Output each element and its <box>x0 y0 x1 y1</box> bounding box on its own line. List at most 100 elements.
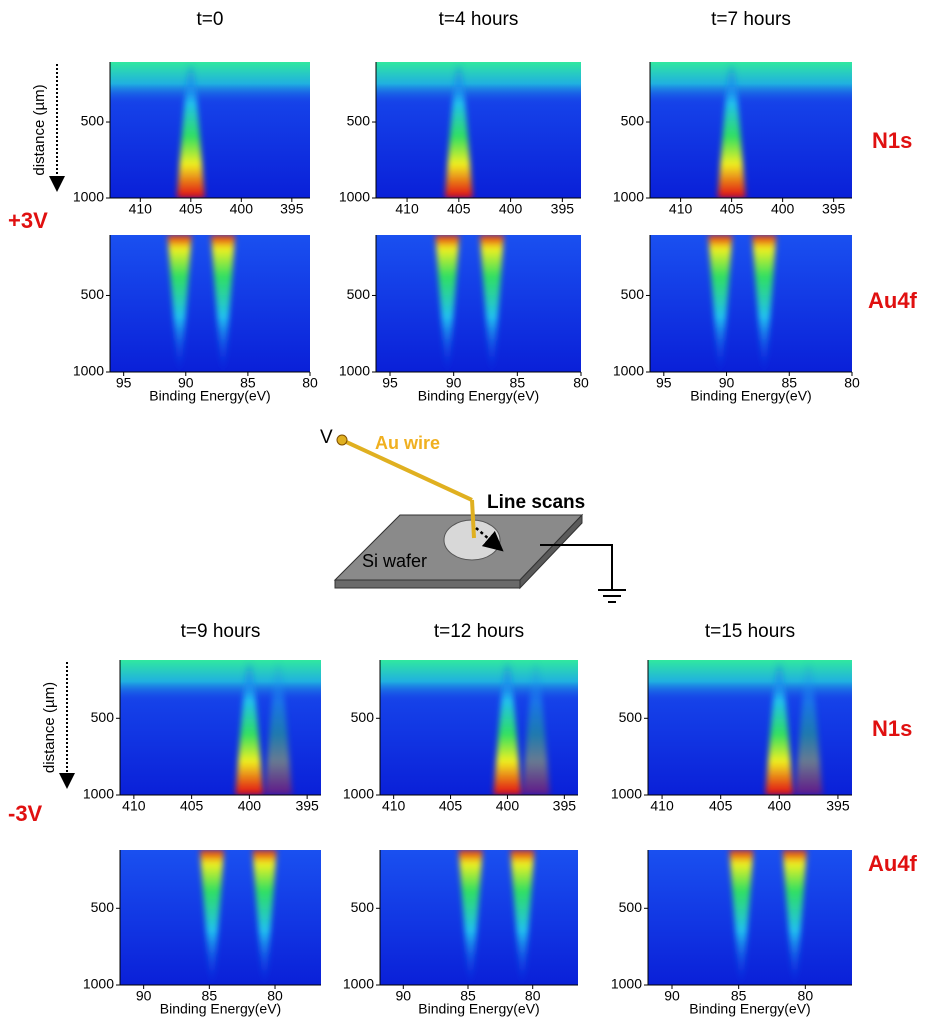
heatmap <box>120 660 321 795</box>
au4f-label: Au4f <box>868 288 918 313</box>
y-tick-label: 500 <box>351 709 375 725</box>
peak <box>521 660 550 795</box>
heatmap <box>648 660 852 795</box>
x-tick-label: 90 <box>396 988 412 1004</box>
heatmap <box>650 235 852 372</box>
peak <box>510 850 535 985</box>
x-tick-label: 410 <box>395 201 419 217</box>
substrate-label: Si wafer <box>362 551 427 571</box>
bias-label: +3V <box>8 208 48 233</box>
x-tick-label: 90 <box>178 375 194 391</box>
y-tick-label: 1000 <box>611 786 642 802</box>
x-tick-label: 80 <box>798 988 814 1004</box>
y-tick-label: 500 <box>81 286 105 302</box>
x-tick-label: 80 <box>525 988 541 1004</box>
x-tick-label: 85 <box>240 375 256 391</box>
y-tick-label: 500 <box>347 286 371 302</box>
x-tick-label: 405 <box>179 201 203 217</box>
x-tick-label: 90 <box>446 375 462 391</box>
y-tick-label: 1000 <box>611 976 642 992</box>
x-axis-label: Binding Energy(eV) <box>689 1001 810 1017</box>
surface-band <box>650 62 852 106</box>
y-tick-label: 1000 <box>83 976 114 992</box>
x-tick-label: 395 <box>553 798 577 814</box>
y-tick-label: 500 <box>347 113 371 129</box>
heatmap <box>110 235 310 372</box>
x-tick-label: 400 <box>499 201 523 217</box>
peak <box>444 62 473 198</box>
bias-label: -3V <box>8 801 43 826</box>
x-tick-label: 90 <box>136 988 152 1004</box>
y-tick-label: 1000 <box>73 189 104 205</box>
x-tick-label: 410 <box>382 798 406 814</box>
y-tick-label: 1000 <box>73 363 104 379</box>
surface-band <box>376 62 581 106</box>
y-tick-label: 1000 <box>83 786 114 802</box>
scan-label: Line scans <box>487 492 585 513</box>
y-tick-label: 500 <box>621 113 645 129</box>
au4f-label: Au4f <box>868 851 918 876</box>
heatmap <box>648 850 852 985</box>
x-tick-label: 395 <box>826 798 850 814</box>
y-tick-label: 500 <box>621 286 645 302</box>
y-tick-label: 1000 <box>343 976 374 992</box>
peak <box>235 660 264 795</box>
x-tick-label: 395 <box>822 201 846 217</box>
x-tick-label: 400 <box>230 201 254 217</box>
x-tick-label: 95 <box>382 375 398 391</box>
y-tick-label: 500 <box>91 899 115 915</box>
heatmap <box>376 62 581 198</box>
y-axis-label: distance (µm) <box>31 84 48 175</box>
x-tick-label: 90 <box>719 375 735 391</box>
peak <box>782 850 807 985</box>
heatmap <box>376 235 581 372</box>
x-tick-label: 405 <box>180 798 204 814</box>
y-tick-label: 1000 <box>613 189 644 205</box>
heatmap-background <box>110 235 310 372</box>
x-tick-label: 400 <box>771 201 795 217</box>
x-tick-label: 400 <box>496 798 520 814</box>
x-axis-label: Binding Energy(eV) <box>690 388 811 404</box>
x-tick-label: 405 <box>720 201 744 217</box>
x-tick-label: 80 <box>844 375 860 391</box>
x-tick-label: 395 <box>551 201 575 217</box>
heatmap <box>380 660 578 795</box>
x-tick-label: 85 <box>781 375 797 391</box>
peak <box>458 850 483 985</box>
peak <box>493 660 522 795</box>
surface-band <box>110 62 310 106</box>
heatmap <box>650 62 852 198</box>
schematic: V Au wire Line scans Si wafer <box>320 427 626 603</box>
x-tick-label: 410 <box>650 798 674 814</box>
x-tick-label: 400 <box>768 798 792 814</box>
peak <box>479 235 504 372</box>
x-axis-label: Binding Energy(eV) <box>160 1001 281 1017</box>
y-tick-label: 500 <box>619 899 643 915</box>
surface-band <box>380 660 578 704</box>
peak <box>729 850 754 985</box>
surface-band <box>120 660 321 704</box>
y-tick-label: 1000 <box>613 363 644 379</box>
y-axis-label: distance (µm) <box>41 682 58 773</box>
x-tick-label: 95 <box>116 375 132 391</box>
peak <box>435 235 460 372</box>
panel-title: t=15 hours <box>705 621 795 642</box>
peak <box>264 660 293 795</box>
n1s-label: N1s <box>872 128 912 153</box>
peak <box>211 235 236 372</box>
peak <box>199 850 224 985</box>
wire-label: Au wire <box>375 433 440 453</box>
heatmap <box>120 850 321 985</box>
y-tick-label: 500 <box>81 113 105 129</box>
panel-title: t=12 hours <box>434 621 524 642</box>
heatmap-background <box>650 235 852 372</box>
peak <box>167 235 192 372</box>
y-tick-label: 500 <box>351 899 375 915</box>
heatmap <box>380 850 578 985</box>
peak <box>252 850 277 985</box>
y-tick-label: 1000 <box>339 363 370 379</box>
y-tick-label: 500 <box>619 709 643 725</box>
x-tick-label: 80 <box>573 375 589 391</box>
x-tick-label: 400 <box>238 798 262 814</box>
